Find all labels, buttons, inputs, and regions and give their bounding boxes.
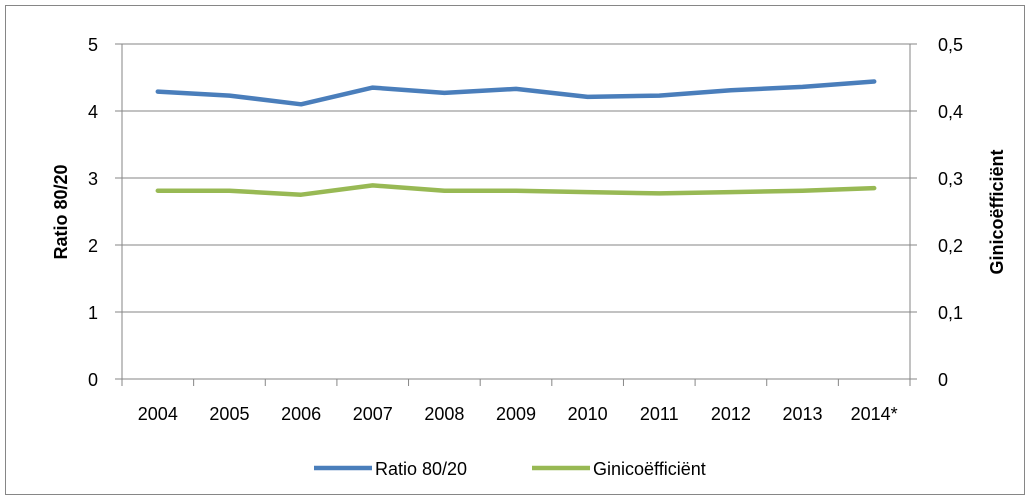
series-lines <box>155 79 877 197</box>
series-line-1 <box>155 183 877 197</box>
x-tick-label: 2009 <box>496 404 536 424</box>
x-tick-label: 2007 <box>353 404 393 424</box>
y-tick-label: 3 <box>88 169 98 189</box>
y2-tick-label: 0,2 <box>938 236 963 256</box>
y-axis-title: Ratio 80/20 <box>51 164 71 259</box>
legend-label-ratio: Ratio 80/20 <box>375 459 467 479</box>
axes <box>115 43 917 386</box>
x-tick-label: 2005 <box>209 404 249 424</box>
y2-tick-label: 0,3 <box>938 169 963 189</box>
y-tick-label: 1 <box>88 303 98 323</box>
y2-axis-title: Ginicoëfficiënt <box>987 149 1007 274</box>
y-tick-label: 0 <box>88 370 98 390</box>
series-line-0 <box>155 79 877 107</box>
chart-frame <box>5 5 1025 495</box>
x-tick-label: 2008 <box>424 404 464 424</box>
x-tick-label: 2014* <box>851 404 898 424</box>
x-tick-label: 2013 <box>783 404 823 424</box>
y2-tick-label: 0 <box>938 370 948 390</box>
y2-tick-label: 0,1 <box>938 303 963 323</box>
y-tick-label: 5 <box>88 35 98 55</box>
x-tick-label: 2012 <box>711 404 751 424</box>
y-tick-label: 4 <box>88 102 98 122</box>
x-tick-label: 2004 <box>138 404 178 424</box>
y2-tick-label: 0,5 <box>938 35 963 55</box>
y2-tick-label: 0,4 <box>938 102 963 122</box>
x-tick-label: 2011 <box>640 404 679 424</box>
legend-label-gini: Ginicoëfficiënt <box>593 459 706 479</box>
legend: Ratio 80/20 Ginicoëfficiënt <box>314 459 706 479</box>
x-tick-label: 2010 <box>568 404 608 424</box>
x-tick-label: 2006 <box>281 404 321 424</box>
gridlines <box>122 43 910 313</box>
tick-labels: 0 1 2 3 4 5 0 0,1 0,2 0,3 0,4 0,5 2004 2005 2006 2007 20… <box>88 35 963 424</box>
y-tick-label: 2 <box>88 236 98 256</box>
